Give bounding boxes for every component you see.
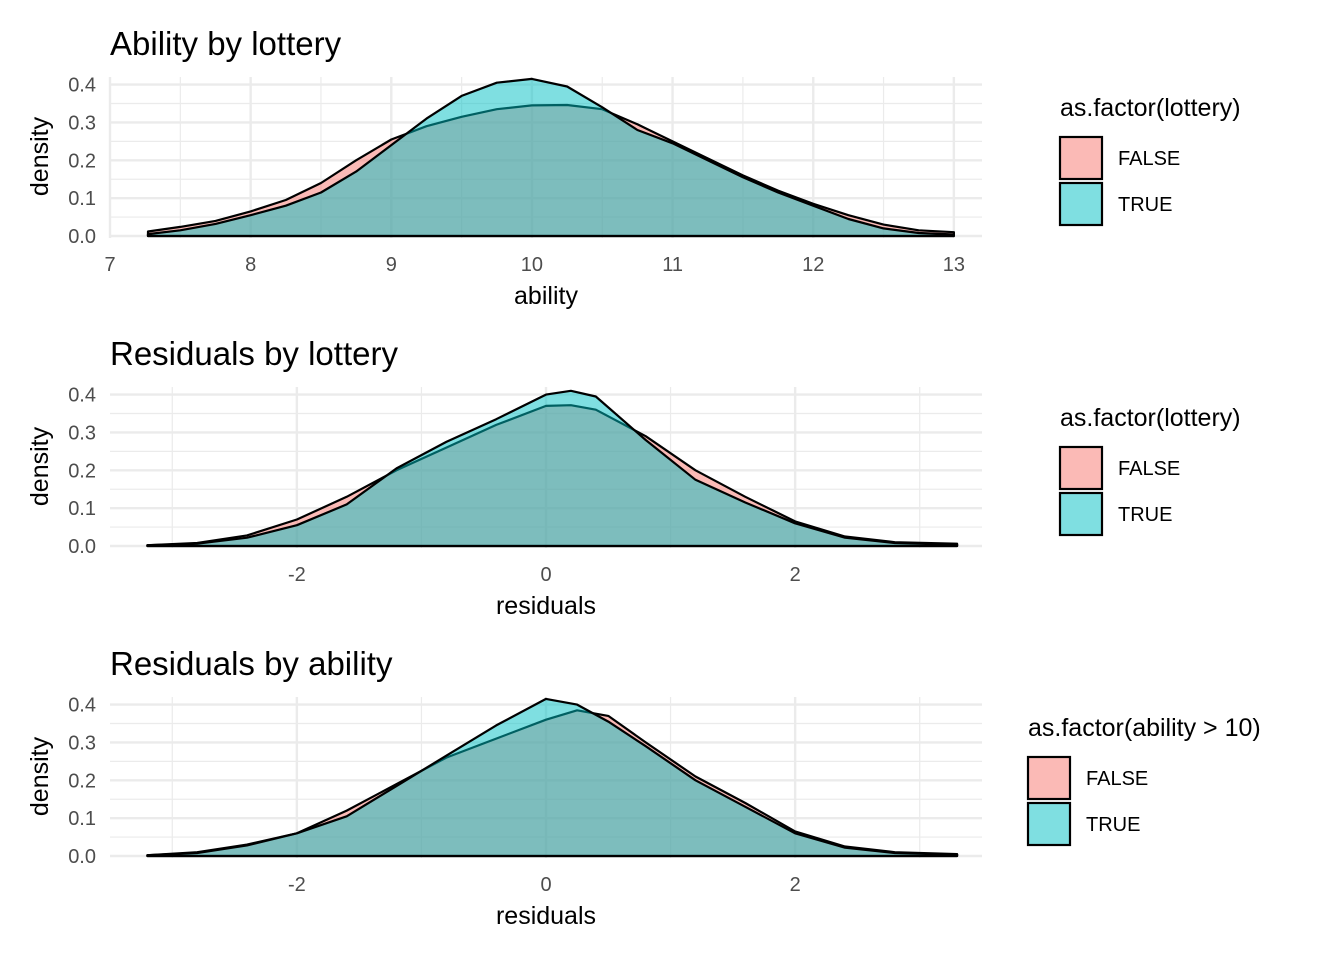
y-tick-label: 0.3	[68, 422, 96, 444]
legend: as.factor(ability > 10) FALSE TRUE	[1026, 714, 1261, 847]
x-tick-label: 10	[521, 254, 543, 276]
legend-label: FALSE	[1118, 148, 1180, 170]
legend-title: as.factor(lottery)	[1060, 94, 1241, 122]
legend-key-false	[1058, 135, 1104, 181]
y-tick-label: 0.4	[68, 75, 96, 97]
density-area-true	[146, 697, 959, 858]
legend-label: TRUE	[1086, 814, 1140, 836]
density-area-true	[146, 77, 955, 238]
legend-title: as.factor(lottery)	[1060, 404, 1241, 432]
x-axis-label: residuals	[496, 592, 596, 620]
legend: as.factor(lottery) FALSE TRUE	[1058, 94, 1241, 227]
y-axis-label: density	[26, 426, 54, 506]
y-tick-label: 0.3	[68, 112, 96, 134]
x-tick-label: 9	[386, 254, 397, 276]
legend-key-true	[1026, 801, 1072, 847]
x-tick-label: -2	[288, 564, 306, 586]
density-area-true	[146, 389, 959, 548]
x-tick-label: 0	[540, 874, 551, 896]
y-tick-label: 0.2	[68, 460, 96, 482]
y-axis-label: density	[26, 116, 54, 196]
y-tick-label: 0.3	[68, 732, 96, 754]
legend-key-true	[1058, 491, 1104, 537]
y-tick-label: 0.1	[68, 188, 96, 210]
legend-label: TRUE	[1118, 504, 1172, 526]
x-axis-label: residuals	[496, 902, 596, 930]
legend-label: TRUE	[1118, 194, 1172, 216]
legend: as.factor(lottery) FALSE TRUE	[1058, 404, 1241, 537]
x-tick-label: 7	[104, 254, 115, 276]
x-tick-label: 2	[790, 564, 801, 586]
legend-key-false	[1058, 445, 1104, 491]
y-tick-label: 0.2	[68, 770, 96, 792]
y-tick-label: 0.4	[68, 385, 96, 407]
x-tick-label: 13	[943, 254, 965, 276]
x-tick-label: 2	[790, 874, 801, 896]
y-tick-label: 0.0	[68, 226, 96, 248]
panel-title: Residuals by lottery	[110, 335, 398, 372]
legend-label: FALSE	[1118, 458, 1180, 480]
y-tick-label: 0.1	[68, 498, 96, 520]
y-tick-label: 0.2	[68, 150, 96, 172]
panel-3: -2 0 2 0.0 0.1 0.2 0.3 0.4 Residuals by ability r…	[26, 645, 1261, 930]
x-tick-label: 11	[662, 254, 683, 276]
panel-1: 7 8 9 10 11 12 13 0.0 0.1 0.2 0.3 0.4 Ability by lot…	[26, 25, 1241, 310]
x-tick-label: -2	[288, 874, 306, 896]
x-tick-label: 0	[540, 564, 551, 586]
legend-key-true	[1058, 181, 1104, 227]
legend-label: FALSE	[1086, 768, 1148, 790]
y-axis-label: density	[26, 736, 54, 816]
x-axis-label: ability	[514, 282, 578, 310]
y-tick-label: 0.1	[68, 808, 96, 830]
legend-key-false	[1026, 755, 1072, 801]
y-tick-label: 0.0	[68, 536, 96, 558]
panel-2: -2 0 2 0.0 0.1 0.2 0.3 0.4 Residuals by lottery r…	[26, 335, 1241, 620]
y-tick-label: 0.4	[68, 695, 96, 717]
x-tick-label: 8	[245, 254, 256, 276]
panel-title: Residuals by ability	[110, 645, 393, 682]
y-tick-label: 0.0	[68, 846, 96, 868]
x-tick-label: 12	[802, 254, 824, 276]
panel-title: Ability by lottery	[110, 25, 342, 62]
legend-title: as.factor(ability > 10)	[1028, 714, 1261, 742]
